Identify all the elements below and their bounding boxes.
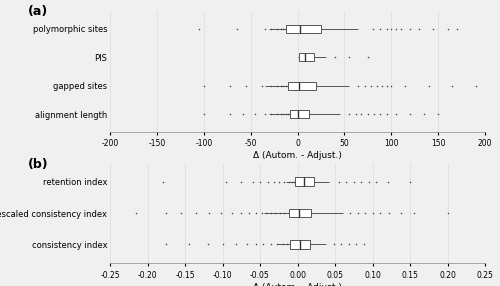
Bar <box>300 53 314 61</box>
Text: (b): (b) <box>28 158 48 171</box>
Bar <box>286 25 321 33</box>
Bar <box>290 240 310 249</box>
Bar <box>295 177 314 186</box>
Bar <box>290 110 309 118</box>
Bar <box>288 209 311 217</box>
X-axis label: Δ (Autom. - Adjust.): Δ (Autom. - Adjust.) <box>253 283 342 286</box>
Bar <box>288 82 316 90</box>
X-axis label: Δ (Autom. - Adjust.): Δ (Autom. - Adjust.) <box>253 151 342 160</box>
Text: (a): (a) <box>28 5 48 18</box>
